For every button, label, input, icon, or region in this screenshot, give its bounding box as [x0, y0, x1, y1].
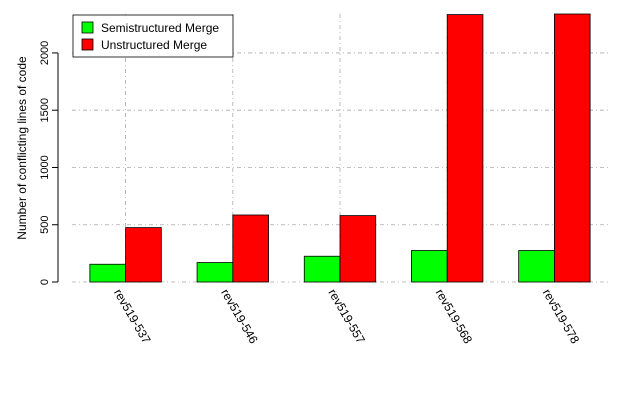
legend: Semistructured Merge Unstructured Merge [72, 14, 234, 58]
y-axis: 0 500 1000 1500 2000 [39, 41, 59, 285]
legend-label: Semistructured Merge [101, 21, 219, 35]
bar-unstructured [232, 214, 269, 283]
x-tick-label: rev519-568 [433, 287, 476, 347]
legend-swatch [81, 21, 94, 34]
bar-semistructured [518, 250, 555, 283]
y-tick-label: 1000 [39, 155, 51, 179]
x-tick-label: rev519-578 [540, 287, 583, 347]
legend-swatch [81, 38, 94, 51]
y-tick-label: 2000 [39, 41, 51, 65]
bar-unstructured [554, 13, 591, 283]
bar-unstructured [446, 14, 484, 283]
bar-unstructured [339, 215, 377, 283]
bars-layer [89, 13, 591, 283]
x-axis: rev519-537 rev519-546 rev519-557 rev519-568… [111, 287, 582, 347]
x-tick-label: rev519-546 [218, 287, 261, 347]
x-tick-label: rev519-537 [111, 287, 154, 347]
legend-box [72, 14, 234, 58]
bar-semistructured [89, 263, 127, 283]
y-tick-label: 1500 [39, 98, 51, 122]
y-tick-label: 500 [39, 216, 51, 234]
bar-unstructured [125, 227, 162, 283]
legend-label: Unstructured Merge [101, 38, 207, 52]
y-tick-label: 0 [39, 279, 51, 285]
bar-semistructured [411, 250, 448, 283]
y-axis-label: Number of conflicting lines of code [15, 56, 29, 240]
bar-semistructured [303, 255, 341, 283]
x-tick-label: rev519-557 [325, 287, 368, 347]
bar-semistructured [196, 262, 234, 283]
